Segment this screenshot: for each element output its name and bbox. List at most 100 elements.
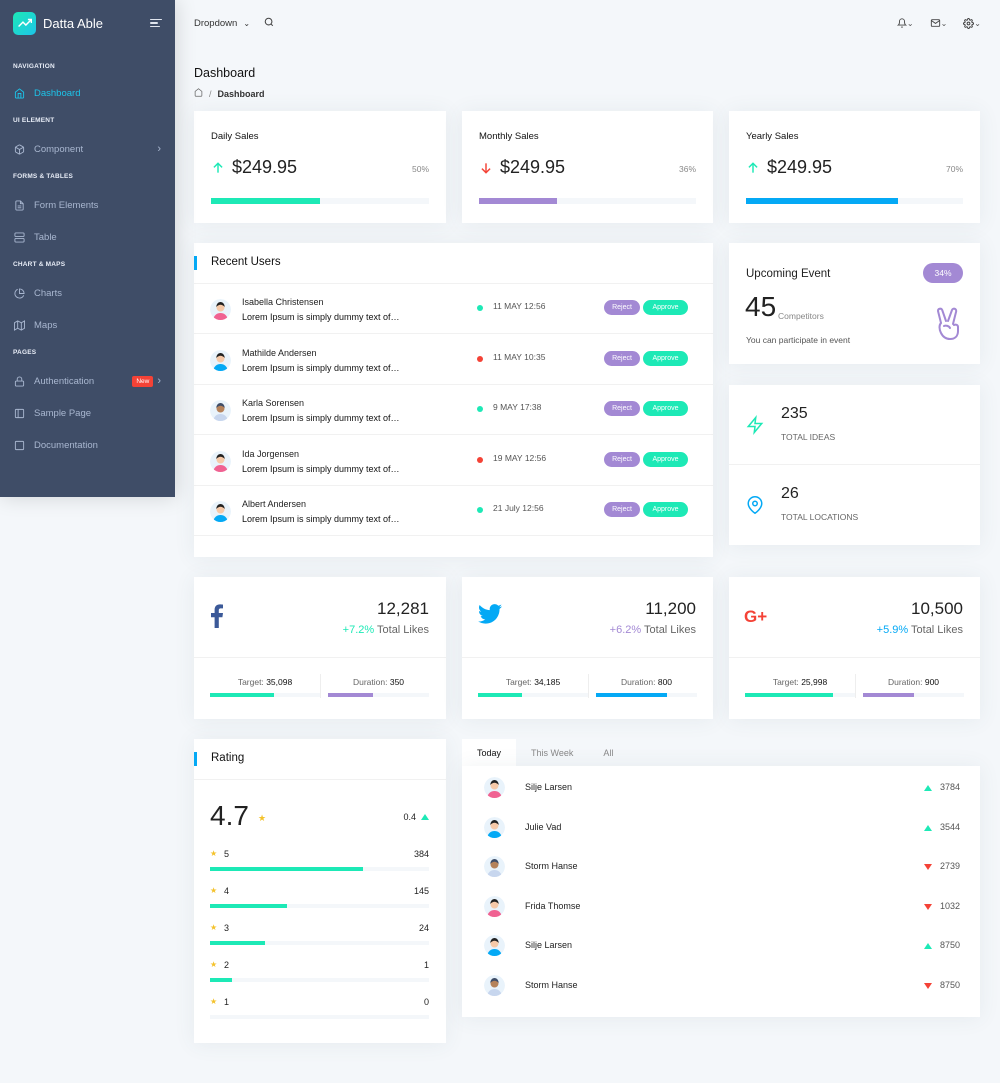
rating-count: 145 (413, 886, 429, 896)
user-message: Lorem Ipsum is simply dummy text of… (242, 312, 400, 322)
social-growth-row: +7.2% Total Likes (343, 624, 429, 636)
status-dot (477, 456, 483, 463)
target-track (210, 693, 320, 697)
card-header: Rating (194, 739, 446, 780)
duration-label: Duration: (620, 677, 656, 687)
leader-value: 1032 (939, 900, 960, 911)
menu-toggle-icon[interactable] (150, 17, 162, 30)
star-icon: ★ (210, 886, 218, 895)
social-duration: Duration: 800 (596, 677, 697, 697)
user-date: 9 MAY 17:38 (493, 402, 542, 412)
sidebar-item-authentication[interactable]: Authentication New › (0, 365, 175, 397)
rating-stars: 3 (224, 923, 230, 933)
settings-icon[interactable]: ⌄ (963, 17, 981, 29)
rating-fill (210, 867, 364, 871)
list-item: Silje Larsen 3784 (462, 772, 980, 812)
monthly-sales-card: Monthly Sales $249.95 36% (462, 111, 713, 223)
upcoming-event-card: Upcoming Event 34% 45 Competitors You ca… (729, 243, 980, 364)
sales-value-row: $249.95 (479, 157, 565, 178)
sidebar-item-sample-page[interactable]: Sample Page (0, 397, 175, 429)
duration-track (596, 693, 697, 697)
rating-stars: 4 (224, 886, 230, 896)
home-icon[interactable] (194, 88, 203, 99)
bell-icon[interactable]: ⌄ (896, 18, 914, 29)
server-icon (14, 231, 25, 243)
sales-title: Monthly Sales (479, 131, 539, 142)
reject-button[interactable]: Reject (604, 401, 640, 416)
trending-up-icon[interactable] (13, 11, 36, 35)
stat-label: TOTAL IDEAS (781, 432, 836, 442)
sidebar-item-component[interactable]: Component › (0, 133, 175, 165)
sidebar-item-dashboard[interactable]: Dashboard (0, 77, 175, 109)
rating-fill (210, 941, 265, 945)
search-icon[interactable] (264, 17, 274, 30)
event-count-label: Competitors (778, 311, 824, 321)
triangle-up-icon (924, 943, 932, 950)
sidebar-item-form-elements[interactable]: Form Elements (0, 189, 175, 221)
approve-button[interactable]: Approve (643, 401, 688, 416)
avatar (484, 856, 505, 878)
target-fill (210, 693, 274, 697)
reject-button[interactable]: Reject (604, 451, 640, 467)
duration-label: Duration: (887, 677, 923, 687)
reject-button[interactable]: Reject (604, 350, 640, 366)
triangle-up-icon (421, 814, 429, 820)
social-growth: +5.9% (876, 624, 909, 636)
duration-text: Duration: 800 (596, 677, 697, 687)
tab-today[interactable]: Today (462, 739, 517, 766)
duration-value: 900 (924, 677, 940, 687)
sales-progress (211, 198, 429, 204)
breadcrumb-current[interactable]: Dashboard (217, 88, 265, 99)
avatar (210, 400, 231, 421)
list-item: Frida Thomse 1032 (462, 891, 980, 931)
star-icon: ★ (210, 849, 218, 858)
sidebar-item-label: Charts (34, 287, 62, 299)
status-dot (477, 355, 483, 362)
target-text: Target: 25,998 (745, 677, 855, 687)
approve-button[interactable]: Approve (643, 502, 688, 517)
leaderboard-card: Silje Larsen 3784 Julie Vad 3544 Storm Hanse… (462, 766, 980, 1017)
reject-button[interactable]: Reject (604, 300, 640, 315)
avatar (210, 299, 231, 320)
chevron-right-icon: › (157, 375, 161, 387)
reject-button[interactable]: Reject (604, 502, 640, 517)
social-target: Target: 34,185 (478, 677, 588, 697)
google-plus-card: G+ 10,500 +5.9% Total Likes Target: 25,9… (729, 577, 980, 719)
approve-button[interactable]: Approve (643, 300, 688, 315)
avatar (484, 975, 505, 996)
divider (462, 657, 713, 658)
approve-button[interactable]: Approve (643, 350, 688, 366)
mail-icon[interactable]: ⌄ (930, 18, 947, 29)
nav-caption-forms-tables: FORMS & TABLES (13, 173, 74, 180)
tab-all[interactable]: All (603, 747, 614, 758)
sidebar-item-table[interactable]: Table (0, 221, 175, 253)
list-item: Storm Hanse 8750 (462, 970, 980, 1010)
chevron-down-icon: ⌄ (243, 18, 251, 28)
sidebar-item-documentation[interactable]: Documentation (0, 429, 175, 461)
sales-value: $249.95 (500, 157, 566, 177)
rating-card: Rating 4.7 ★ 0.4 ★ 5 384 ★ 4 145 ★ 3 24 ★ 2 1 ★ 1 0 (194, 739, 446, 1043)
sidebar-item-label: Authentication (34, 375, 95, 387)
user-message: Lorem Ipsum is simply dummy text of… (242, 463, 400, 474)
rating-track (210, 978, 429, 982)
brand-name: Datta Able (43, 15, 103, 31)
table-row: Albert Andersen Lorem Ipsum is simply dum… (194, 486, 713, 536)
rating-row: ★ 1 0 (210, 997, 429, 1027)
tab-this-week[interactable]: This Week (531, 747, 574, 758)
sidebar-item-charts[interactable]: Charts (0, 277, 175, 309)
approve-button[interactable]: Approve (643, 451, 688, 467)
rating-track (210, 941, 429, 945)
brand: Datta Able (0, 0, 175, 46)
breadcrumb-separator: / (209, 88, 212, 99)
box-icon (14, 143, 25, 155)
header-dropdown[interactable]: Dropdown ⌄ (194, 18, 250, 29)
sidebar-item-maps[interactable]: Maps (0, 309, 175, 341)
target-value: 35,098 (266, 677, 293, 687)
user-message: Lorem Ipsum is simply dummy text of… (242, 362, 400, 373)
target-text: Target: 34,185 (478, 677, 588, 687)
sales-title: Yearly Sales (746, 131, 799, 142)
peace-hand-icon (937, 307, 959, 340)
rating-track (210, 904, 429, 908)
sidebar-item-label: Documentation (34, 439, 98, 451)
header-accent (194, 256, 197, 270)
